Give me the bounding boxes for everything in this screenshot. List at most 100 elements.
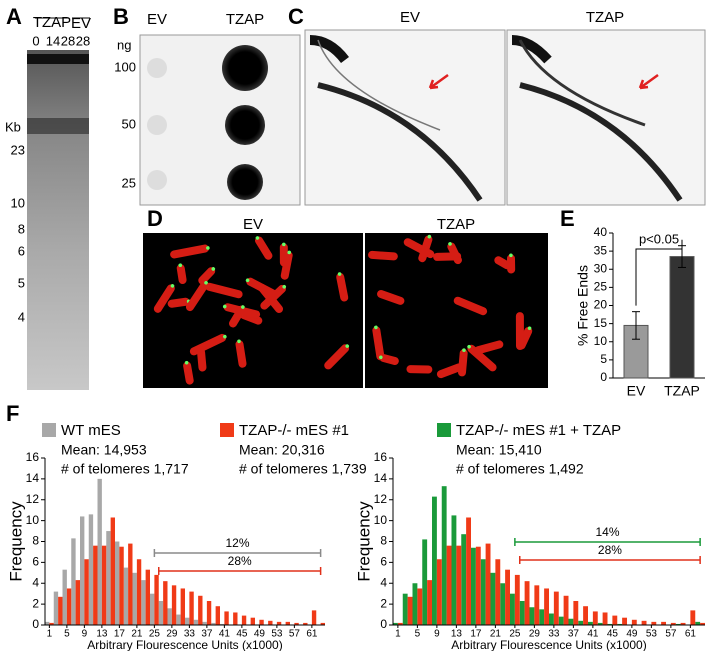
x-tick-label: 17 — [114, 629, 126, 640]
x-tick-label: 25 — [509, 629, 521, 640]
y-tick-label: 6 — [32, 555, 39, 569]
x-tick-label: 25 — [149, 629, 161, 640]
chromosome-body — [189, 333, 227, 356]
x-tick-label: 5 — [415, 629, 421, 640]
histogram-bar — [514, 574, 520, 625]
chromosome-body — [494, 256, 512, 270]
telomere-spot — [448, 242, 452, 246]
chromosome — [185, 280, 209, 312]
histogram-bar — [110, 517, 115, 625]
x-tick-label: 17 — [470, 629, 482, 640]
histogram-bar — [259, 619, 264, 625]
histogram-bar — [651, 621, 657, 625]
chromosome — [453, 296, 488, 316]
gel-arc — [317, 82, 483, 202]
x-tick-label: EV — [627, 383, 646, 399]
telomere-spot — [287, 250, 292, 255]
micro-title: EV — [243, 216, 263, 233]
histogram-bar — [276, 621, 282, 625]
histogram-bar — [402, 593, 408, 625]
gel-image — [506, 29, 706, 206]
histogram-bar — [320, 622, 325, 625]
dot — [147, 170, 167, 190]
histogram-bar — [631, 619, 637, 625]
x-tick-label: 61 — [306, 629, 318, 640]
chromosome-body — [324, 344, 350, 370]
chromosome-body — [377, 289, 405, 305]
chromosome-body — [198, 267, 216, 285]
telomere-spot — [427, 234, 432, 239]
histogram-bar — [607, 623, 613, 625]
histogram-bar — [573, 600, 579, 625]
range-label: 28% — [228, 554, 252, 568]
histogram-bar — [49, 622, 54, 625]
y-axis-label: Frequency — [6, 501, 25, 582]
x-tick-label: 57 — [665, 629, 677, 640]
marker-label: 6 — [18, 243, 25, 258]
histogram-bar — [189, 591, 194, 625]
x-tick-label: 53 — [271, 629, 283, 640]
histogram-bar — [193, 619, 199, 625]
histogram-bar — [602, 612, 608, 625]
histogram-bar — [461, 534, 467, 625]
legend-count: # of telomeres 1,717 — [61, 461, 189, 477]
chromosome — [474, 340, 504, 355]
chromosome-body — [205, 282, 243, 299]
histogram-bar — [141, 580, 146, 625]
histogram-bar — [303, 622, 308, 625]
y-tick-label: 8 — [32, 534, 39, 548]
histogram-bar — [661, 621, 666, 625]
x-tick-label: 9 — [434, 629, 440, 640]
column-label: EV — [147, 11, 167, 28]
histogram-bar — [176, 614, 181, 625]
histogram-bar — [495, 559, 501, 625]
chromosome — [170, 244, 210, 259]
histogram-bar — [597, 622, 603, 625]
chromosome — [176, 263, 187, 285]
chromosome-body — [167, 297, 190, 308]
chromosome — [494, 256, 512, 270]
row-label: 50 — [122, 116, 136, 131]
histogram-bar — [211, 622, 216, 625]
histogram-bar — [241, 615, 247, 625]
y-tick-label: 16 — [374, 450, 388, 464]
y-tick-label: 25 — [594, 280, 608, 294]
range-label: 28% — [598, 543, 622, 557]
histogram-bar — [529, 607, 535, 625]
gel-arc — [511, 35, 552, 64]
histogram-bar — [171, 585, 177, 625]
histogram-bar — [88, 514, 94, 625]
x-axis-label: Arbitrary Flourescence Units (x1000) — [451, 638, 646, 651]
x-tick-label: 37 — [201, 629, 213, 640]
telomere-spot — [222, 304, 227, 309]
gel-arc — [309, 35, 349, 64]
histogram-bar — [563, 595, 569, 625]
range-label: 14% — [595, 525, 619, 539]
histogram-bar — [480, 559, 486, 625]
legend-mean: Mean: 15,410 — [456, 442, 542, 458]
y-tick-label: 16 — [26, 450, 40, 464]
panel-letter: B — [113, 4, 129, 29]
chromosome-body — [379, 354, 399, 366]
telomere-spot — [255, 236, 260, 240]
histogram-bar — [432, 496, 437, 625]
x-tick-label: 53 — [646, 629, 658, 640]
chromosome — [245, 277, 279, 299]
legend-count: # of telomeres 1,739 — [239, 461, 367, 477]
chromosome-body — [372, 326, 385, 361]
x-tick-label: 45 — [236, 629, 248, 640]
histogram-bar — [675, 623, 681, 625]
y-tick-label: 14 — [374, 471, 388, 485]
x-tick-label: 61 — [685, 629, 697, 640]
histogram-bar — [53, 591, 59, 625]
x-tick-label: 5 — [64, 629, 70, 640]
histogram-bar — [97, 478, 102, 625]
histogram-bar — [558, 616, 564, 625]
histogram-bar — [163, 581, 168, 625]
marker-label: 5 — [18, 275, 25, 290]
histogram-bar — [294, 622, 299, 625]
chromosome-body — [153, 284, 175, 313]
histogram-bar — [202, 621, 207, 625]
micro-title: TZAP — [437, 216, 475, 233]
y-tick-label: 10 — [374, 513, 388, 527]
